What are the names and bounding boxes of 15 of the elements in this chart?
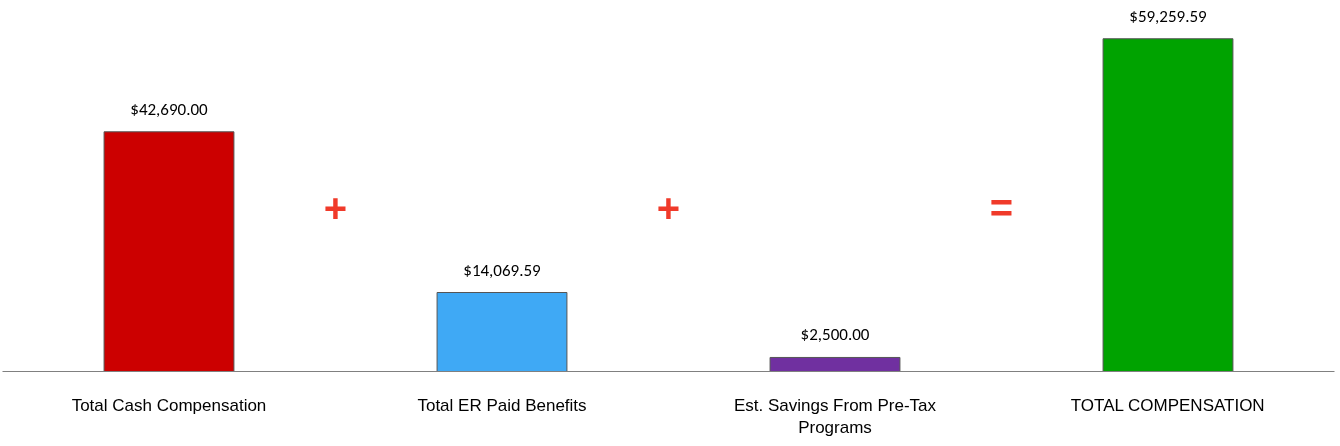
annotation: +	[323, 186, 348, 231]
data-label: $2,500.00	[800, 324, 870, 346]
bar	[436, 292, 568, 372]
bar	[769, 356, 901, 372]
annotation: +	[656, 186, 681, 231]
bar	[1102, 38, 1234, 372]
x-tick-label: Est. Savings From Pre-Tax Programs	[733, 395, 937, 438]
data-label: $42,690.00	[130, 98, 209, 120]
x-tick-label: Total Cash Compensation	[71, 395, 267, 415]
x-tick-label: Total ER Paid Benefits	[417, 395, 587, 415]
data-label: $59,259.59	[1129, 5, 1208, 27]
annotation: =	[989, 186, 1014, 231]
x-tick-label: TOTAL COMPENSATION	[1070, 395, 1265, 415]
bar	[103, 131, 235, 372]
data-label: $14,069.59	[463, 259, 542, 281]
